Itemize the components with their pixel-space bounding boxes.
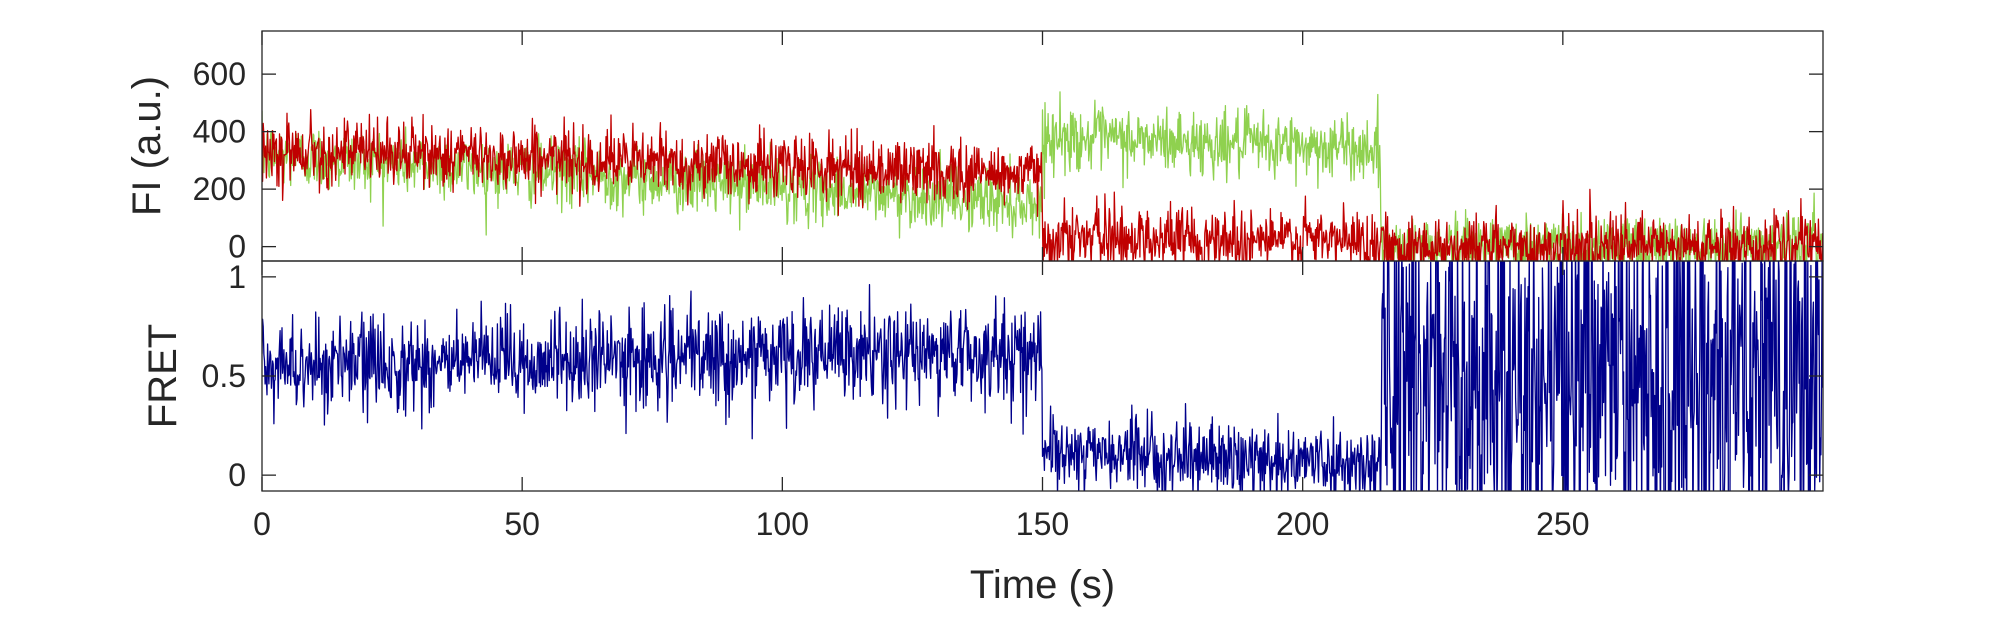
xlabel: Time (s) [970,563,1115,607]
xtick-label: 50 [504,506,540,542]
fi-trace-1 [262,109,1823,261]
fret-ytick-label: 1 [228,259,246,295]
xtick-label: 150 [1016,506,1069,542]
xtick-label: 0 [253,506,271,542]
fi-ylabel: FI (a.u.) [125,76,169,216]
fret-ylabel: FRET [141,324,185,428]
fi-ytick-label: 400 [193,114,246,150]
fret-ytick-label: 0.5 [202,358,246,394]
xtick-label: 100 [756,506,809,542]
xtick-label: 250 [1536,506,1589,542]
fi-ytick-label: 200 [193,171,246,207]
fret-ytick-label: 0 [228,457,246,493]
xtick-label: 200 [1276,506,1329,542]
fi-ytick-label: 600 [193,56,246,92]
fret-trace-0 [262,261,1823,491]
fret-efficiency-panel: 0 0.5 1 0 50 100 150 200 250 FRET Time (s) [141,259,1824,607]
fluorescence-intensity-panel: 0 200 400 600 FI (a.u.) [125,30,1824,265]
fi-ytick-label: 0 [228,229,246,265]
